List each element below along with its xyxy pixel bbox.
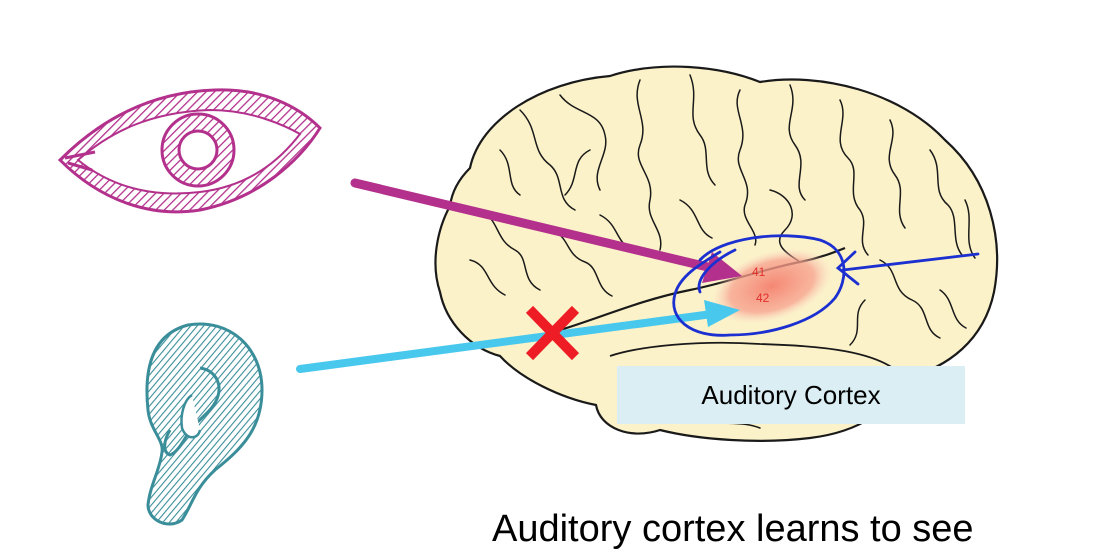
temporal-lobe (609, 341, 906, 379)
auditory-cortex-label: Auditory Cortex (617, 366, 965, 424)
brodmann-area-42: 42 (756, 291, 770, 305)
auditory-cortex-circle (672, 234, 846, 337)
visual-input-arrow (350, 178, 742, 283)
x-mark-icon (525, 305, 580, 361)
caption: Auditory cortex learns to see (492, 508, 974, 550)
brodmann-area-41: 41 (752, 265, 766, 279)
auditory-input-arrow (296, 300, 740, 373)
auditory-cortex-highlight (712, 248, 832, 324)
annotation-pointer (835, 250, 980, 286)
ear-icon (145, 322, 264, 526)
auditory-cortex-label-text: Auditory Cortex (701, 379, 881, 410)
eye-icon (57, 88, 322, 214)
